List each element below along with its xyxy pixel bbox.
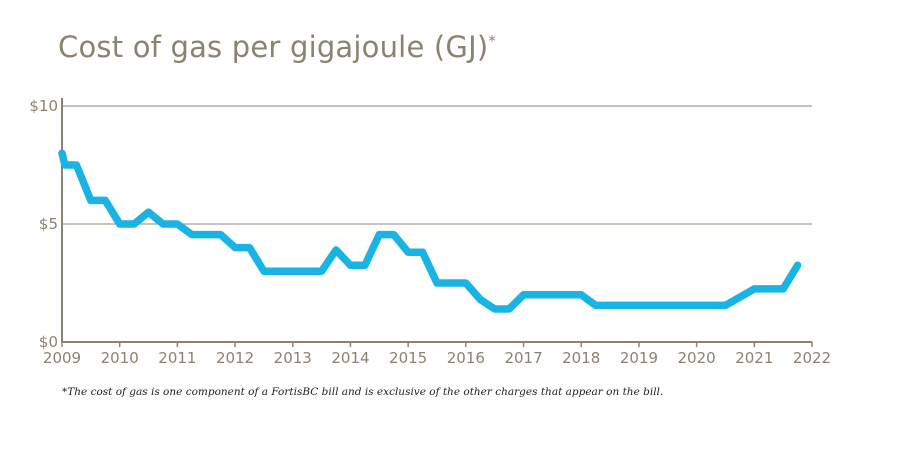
y-tick-labels: $0 $5 $10 bbox=[29, 97, 58, 351]
x-tick-label: 2022 bbox=[793, 349, 831, 367]
x-tick-label: 2012 bbox=[216, 349, 254, 367]
x-tick-label: 2018 bbox=[562, 349, 600, 367]
title-footnote-marker: * bbox=[488, 32, 497, 50]
grid-lines bbox=[62, 105, 812, 225]
chart-title-text: Cost of gas per gigajoule (GJ) bbox=[58, 30, 489, 64]
y-tick-label: $5 bbox=[39, 215, 58, 233]
footnote: *The cost of gas is one component of a F… bbox=[62, 386, 664, 398]
x-tick-labels: 2009 2010 2011 2012 2013 2014 2015 2016 2017 2018… bbox=[43, 349, 831, 367]
data-series bbox=[58, 149, 802, 313]
x-tick-label: 2011 bbox=[158, 349, 196, 367]
x-tick-label: 2021 bbox=[735, 349, 773, 367]
x-tick-label: 2014 bbox=[331, 349, 369, 367]
x-tick-label: 2019 bbox=[620, 349, 658, 367]
x-tick-label: 2010 bbox=[101, 349, 139, 367]
series-line-0 bbox=[58, 149, 802, 313]
x-tick-label: 2016 bbox=[447, 349, 485, 367]
gas-cost-line-chart: $0 $5 $10 2009 2010 2011 2012 2013 2014 2015 2016… bbox=[29, 97, 831, 367]
chart-title: Cost of gas per gigajoule (GJ)* bbox=[58, 30, 496, 64]
x-tick-label: 2015 bbox=[389, 349, 427, 367]
x-tick-label: 2017 bbox=[504, 349, 542, 367]
x-tick-label: 2013 bbox=[274, 349, 312, 367]
y-tick-label: $0 bbox=[39, 333, 58, 351]
axes bbox=[61, 98, 813, 347]
x-tick-label: 2009 bbox=[43, 349, 81, 367]
y-tick-label: $10 bbox=[29, 97, 58, 115]
x-tick-label: 2020 bbox=[678, 349, 716, 367]
